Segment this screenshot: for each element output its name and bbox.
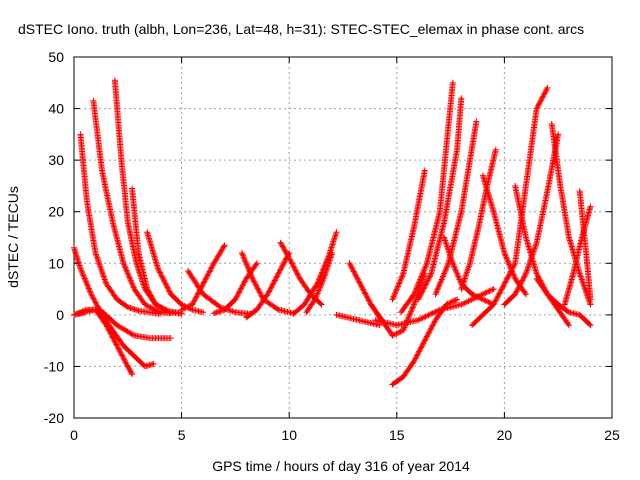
y-tick-label: 20 bbox=[48, 204, 64, 220]
data-series bbox=[372, 286, 497, 329]
data-point-markers bbox=[576, 188, 594, 303]
data-series bbox=[243, 250, 293, 321]
data-point-markers bbox=[277, 239, 325, 308]
data-series bbox=[415, 95, 465, 303]
axis-ticks: 0 5 10 15 20 25 -20 -10 0 10 20 30 40 50 bbox=[44, 49, 620, 443]
data-series bbox=[303, 250, 336, 316]
data-point-markers bbox=[333, 311, 383, 329]
data-point-markers bbox=[243, 250, 293, 321]
data-series bbox=[90, 97, 174, 317]
data-marks bbox=[71, 77, 594, 388]
data-series bbox=[290, 229, 340, 317]
data-point-markers bbox=[71, 309, 88, 318]
y-tick-label: 0 bbox=[56, 307, 64, 323]
data-point-markers bbox=[458, 146, 499, 293]
data-series bbox=[144, 229, 207, 316]
grid bbox=[74, 57, 612, 418]
data-point-markers bbox=[415, 95, 465, 303]
x-tick-label: 15 bbox=[389, 427, 405, 443]
data-series bbox=[389, 167, 428, 303]
data-point-markers bbox=[303, 250, 336, 316]
data-series bbox=[238, 250, 297, 317]
data-series bbox=[77, 131, 164, 317]
y-axis-label: dSTEC / TECUs bbox=[5, 186, 21, 288]
data-series bbox=[458, 146, 499, 293]
plot-frame bbox=[73, 56, 613, 419]
y-tick-label: -20 bbox=[44, 410, 64, 426]
data-series bbox=[277, 239, 325, 308]
data-point-markers bbox=[372, 286, 497, 329]
data-series bbox=[333, 311, 383, 329]
data-point-markers bbox=[290, 229, 340, 317]
x-tick-label: 25 bbox=[604, 427, 620, 443]
data-series bbox=[469, 84, 551, 329]
data-series bbox=[210, 260, 260, 317]
data-point-markers bbox=[129, 185, 185, 317]
data-series bbox=[398, 79, 456, 316]
data-point-markers bbox=[210, 260, 260, 317]
x-tick-label: 5 bbox=[178, 427, 186, 443]
data-point-markers bbox=[469, 84, 551, 329]
x-tick-label: 0 bbox=[70, 427, 78, 443]
data-point-markers bbox=[389, 296, 461, 388]
data-series bbox=[389, 296, 461, 388]
data-point-markers bbox=[238, 250, 297, 317]
data-series bbox=[71, 309, 88, 318]
data-point-markers bbox=[533, 275, 594, 329]
data-point-markers bbox=[111, 77, 185, 317]
data-series bbox=[533, 275, 594, 329]
data-point-markers bbox=[90, 97, 174, 317]
data-series bbox=[129, 185, 185, 317]
y-tick-label: 40 bbox=[48, 101, 64, 117]
data-point-markers bbox=[389, 167, 428, 303]
data-series bbox=[111, 77, 185, 317]
data-point-markers bbox=[77, 131, 164, 317]
x-axis-label: GPS time / hours of day 316 of year 2014 bbox=[212, 458, 470, 474]
y-tick-label: 50 bbox=[48, 49, 64, 65]
data-point-markers bbox=[398, 79, 456, 316]
x-tick-label: 10 bbox=[281, 427, 297, 443]
y-tick-label: 30 bbox=[48, 152, 64, 168]
chart-title: dSTEC Iono. truth (albh, Lon=236, Lat=48… bbox=[18, 21, 584, 37]
data-point-markers bbox=[144, 229, 207, 316]
y-tick-label: 10 bbox=[48, 255, 64, 271]
data-series bbox=[576, 188, 594, 303]
x-tick-label: 20 bbox=[497, 427, 513, 443]
y-tick-label: -10 bbox=[44, 358, 64, 374]
data-point-markers bbox=[178, 242, 228, 313]
data-series bbox=[178, 242, 228, 313]
